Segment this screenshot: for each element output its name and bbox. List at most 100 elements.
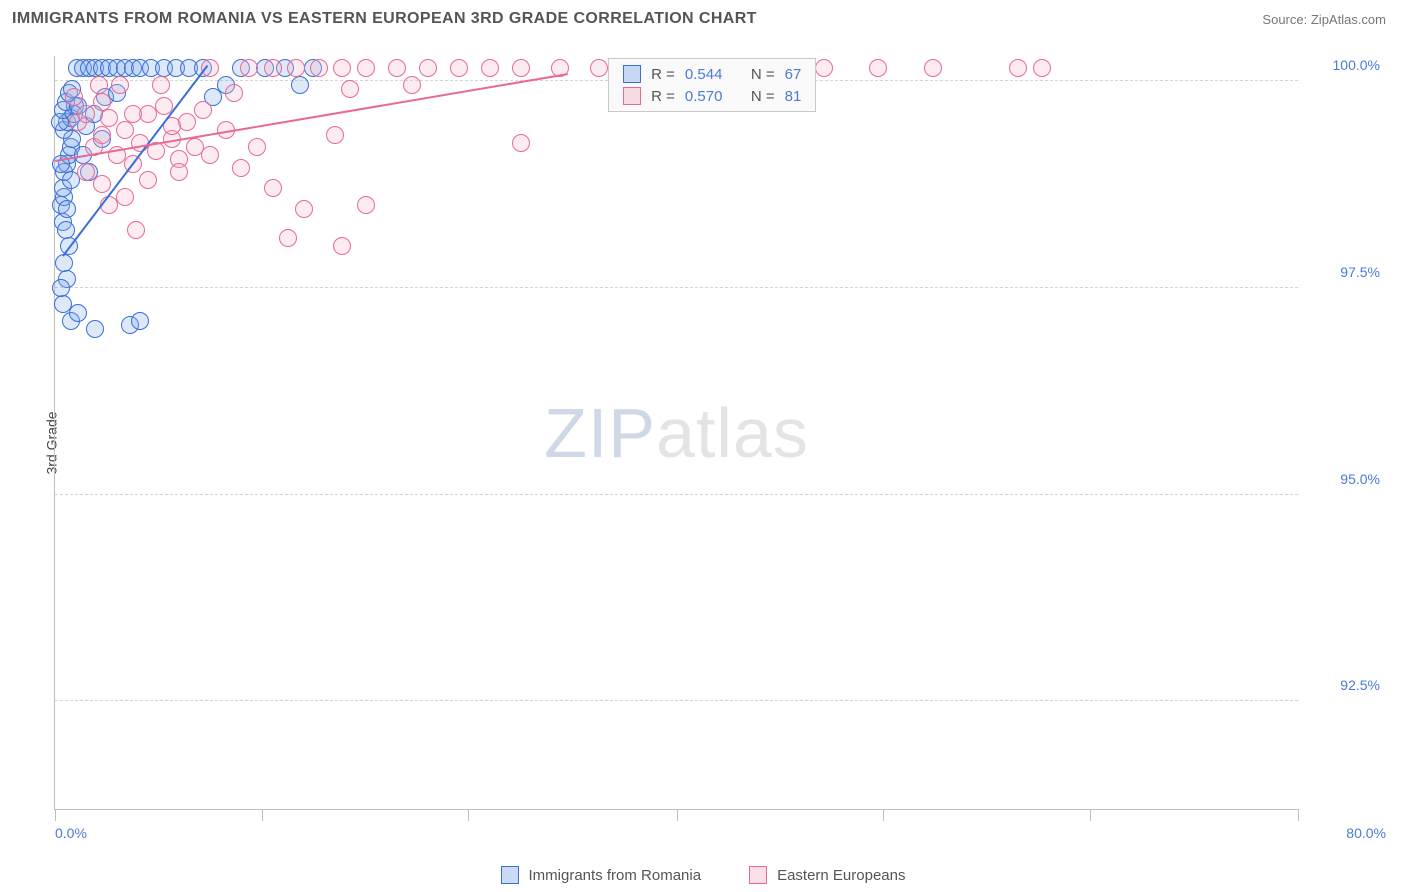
stats-legend-row: R = 0.544 N = 67 [609, 63, 815, 85]
data-point [287, 59, 305, 77]
data-point [264, 59, 282, 77]
data-point [310, 59, 328, 77]
data-point [1033, 59, 1051, 77]
x-tick [677, 809, 678, 821]
data-point [139, 171, 157, 189]
y-tick-label: 92.5% [1308, 677, 1380, 693]
source-attribution: Source: ZipAtlas.com [1262, 12, 1386, 27]
data-point [357, 196, 375, 214]
data-point [124, 105, 142, 123]
data-point [57, 221, 75, 239]
legend-label-eastern: Eastern Europeans [777, 867, 905, 884]
data-point [357, 59, 375, 77]
plot-area: ZIPatlas 92.5%95.0%97.5%100.0%0.0%80.0%R… [54, 56, 1298, 810]
data-point [77, 105, 95, 123]
data-point [194, 101, 212, 119]
y-tick-label: 100.0% [1308, 57, 1380, 73]
n-label: N = [751, 66, 775, 83]
data-point [69, 304, 87, 322]
swatch-romania [501, 866, 519, 884]
data-point [93, 126, 111, 144]
data-point [333, 59, 351, 77]
legend-label-romania: Immigrants from Romania [529, 867, 702, 884]
data-point [100, 109, 118, 127]
legend-item-eastern: Eastern Europeans [749, 866, 905, 884]
watermark: ZIPatlas [544, 393, 809, 473]
data-point [240, 59, 258, 77]
data-point [90, 76, 108, 94]
data-point [178, 113, 196, 131]
stats-legend: R = 0.544 N = 67 R = 0.570 N = 81 [608, 58, 816, 112]
y-tick-label: 95.0% [1308, 471, 1380, 487]
data-point [86, 320, 104, 338]
series-legend: Immigrants from Romania Eastern European… [0, 866, 1406, 884]
data-point [58, 200, 76, 218]
chart-container: 3rd Grade ZIPatlas 92.5%95.0%97.5%100.0%… [12, 38, 1394, 848]
data-point [100, 196, 118, 214]
source-name: ZipAtlas.com [1311, 12, 1386, 27]
x-tick [468, 809, 469, 821]
data-point [815, 59, 833, 77]
data-point [333, 237, 351, 255]
stats-swatch [623, 65, 641, 83]
data-point [93, 93, 111, 111]
data-point [55, 254, 73, 272]
r-label: R = [651, 88, 675, 105]
x-tick-label: 80.0% [1346, 825, 1386, 841]
data-point [232, 159, 250, 177]
chart-header: IMMIGRANTS FROM ROMANIA VS EASTERN EUROP… [0, 0, 1406, 34]
x-tick [1298, 809, 1299, 821]
data-point [116, 121, 134, 139]
data-point [326, 126, 344, 144]
x-tick [262, 809, 263, 821]
r-value: 0.544 [685, 66, 741, 83]
data-point [116, 188, 134, 206]
data-point [924, 59, 942, 77]
data-point [152, 76, 170, 94]
data-point [590, 59, 608, 77]
data-point [419, 59, 437, 77]
data-point [127, 221, 145, 239]
x-tick [883, 809, 884, 821]
data-point [279, 229, 297, 247]
data-point [341, 80, 359, 98]
data-point [111, 76, 129, 94]
n-value: 81 [785, 88, 802, 105]
data-point [201, 146, 219, 164]
data-point [403, 76, 421, 94]
watermark-atlas: atlas [656, 394, 809, 472]
data-point [869, 59, 887, 77]
n-value: 67 [785, 66, 802, 83]
data-point [512, 59, 530, 77]
data-point [170, 163, 188, 181]
data-point [291, 76, 309, 94]
n-label: N = [751, 88, 775, 105]
chart-title: IMMIGRANTS FROM ROMANIA VS EASTERN EUROP… [12, 10, 757, 28]
gridline-h [55, 287, 1298, 288]
source-label: Source: [1262, 12, 1307, 27]
data-point [388, 59, 406, 77]
r-value: 0.570 [685, 88, 741, 105]
data-point [93, 175, 111, 193]
data-point [131, 312, 149, 330]
x-tick [55, 809, 56, 821]
data-point [248, 138, 266, 156]
swatch-eastern [749, 866, 767, 884]
data-point [295, 200, 313, 218]
data-point [450, 59, 468, 77]
data-point [225, 84, 243, 102]
data-point [52, 279, 70, 297]
data-point [1009, 59, 1027, 77]
data-point [77, 163, 95, 181]
stats-swatch [623, 87, 641, 105]
watermark-zip: ZIP [544, 394, 656, 472]
gridline-h [55, 700, 1298, 701]
data-point [512, 134, 530, 152]
x-tick-label: 0.0% [55, 825, 87, 841]
y-tick-label: 97.5% [1308, 264, 1380, 280]
r-label: R = [651, 66, 675, 83]
data-point [65, 88, 83, 106]
data-point [264, 179, 282, 197]
gridline-h [55, 494, 1298, 495]
stats-legend-row: R = 0.570 N = 81 [609, 85, 815, 107]
